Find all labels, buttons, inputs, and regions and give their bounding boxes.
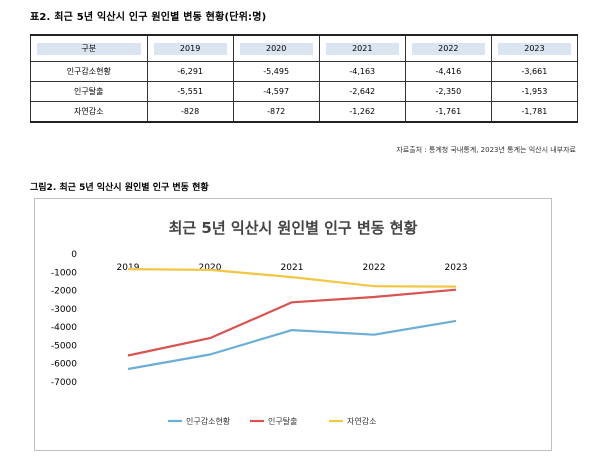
header-year-label: 2023 bbox=[497, 42, 571, 55]
x-tick-label: 2023 bbox=[445, 263, 468, 273]
table-header-year: 2023 bbox=[490, 34, 579, 62]
legend-label: 자연감소 bbox=[347, 416, 376, 426]
x-tick-label: 2022 bbox=[363, 263, 386, 273]
y-tick-label: -4000 bbox=[51, 323, 77, 333]
table-cell: -2,642 bbox=[318, 81, 406, 102]
y-tick-label: 0 bbox=[71, 250, 77, 260]
line-chart: 최근 5년 익산시 원인별 인구 변동 현황 0 -1000 -2000 -3000 -… bbox=[34, 198, 552, 451]
population-table: 구분 2019 2020 2021 2022 2023 인구감소현황 -6,29… bbox=[30, 34, 579, 123]
table-cell: -1,262 bbox=[318, 101, 406, 123]
y-tick-label: -3000 bbox=[51, 305, 77, 315]
table-row: 인구감소현황 -6,291 -5,495 -4,163 -4,416 -3,66… bbox=[30, 61, 579, 82]
header-category-label: 구분 bbox=[37, 42, 141, 55]
table-header-row: 구분 2019 2020 2021 2022 2023 bbox=[30, 34, 579, 62]
chart-title: 최근 5년 익산시 원인별 인구 변동 현황 bbox=[169, 219, 418, 237]
y-tick-label: -1000 bbox=[51, 268, 77, 278]
x-axis: 2019 2020 2021 2022 2023 bbox=[117, 263, 468, 273]
table-header-year: 2021 bbox=[318, 34, 406, 62]
row-label: 자연감소 bbox=[30, 101, 148, 123]
x-tick-label: 2020 bbox=[199, 263, 222, 273]
table-cell: -828 bbox=[146, 101, 234, 123]
series-lines bbox=[127, 268, 457, 371]
table-caption: 표2. 최근 5년 익산시 인구 원인별 변동 현황(단위:명) bbox=[30, 12, 267, 23]
chart-canvas: 최근 5년 익산시 원인별 인구 변동 현황 0 -1000 -2000 -3000 -… bbox=[51, 219, 468, 426]
y-axis: 0 -1000 -2000 -3000 -4000 -5000 -6000 -7000 bbox=[51, 250, 77, 388]
legend-label: 인구탈출 bbox=[268, 416, 297, 426]
y-tick-label: -7000 bbox=[51, 378, 77, 388]
table-cell: -3,661 bbox=[490, 61, 579, 82]
table-header-category: 구분 bbox=[30, 34, 148, 62]
series-line bbox=[127, 319, 457, 371]
table-cell: -6,291 bbox=[146, 61, 234, 82]
series-line bbox=[127, 288, 457, 357]
source-note: 자료출처 : 통계청 국내통계, 2023년 통계는 익산시 내부자료 bbox=[396, 146, 576, 154]
header-year-label: 2020 bbox=[239, 42, 313, 55]
figure-caption: 그림2. 최근 5년 익산시 원인별 인구 변동 현황 bbox=[30, 183, 209, 193]
row-label: 인구탈출 bbox=[30, 81, 148, 102]
series-line bbox=[127, 268, 457, 288]
table-cell: -2,350 bbox=[404, 81, 492, 102]
table-header-year: 2019 bbox=[146, 34, 234, 62]
table-cell: -1,761 bbox=[404, 101, 492, 123]
legend-label: 인구감소현황 bbox=[186, 416, 231, 426]
y-tick-label: -5000 bbox=[51, 341, 77, 351]
x-tick-label: 2021 bbox=[281, 263, 304, 273]
legend: 인구감소현황 인구탈출 자연감소 bbox=[168, 416, 376, 426]
table-cell: -1,781 bbox=[490, 101, 579, 123]
header-year-label: 2022 bbox=[411, 42, 485, 55]
table-cell: -872 bbox=[232, 101, 320, 123]
table-cell: -5,551 bbox=[146, 81, 234, 102]
table-cell: -4,597 bbox=[232, 81, 320, 102]
table-cell: -4,163 bbox=[318, 61, 406, 82]
x-tick-label: 2019 bbox=[117, 263, 140, 273]
header-year-label: 2019 bbox=[153, 42, 227, 55]
y-tick-label: -2000 bbox=[51, 287, 77, 297]
header-year-label: 2021 bbox=[325, 42, 399, 55]
table-cell: -5,495 bbox=[232, 61, 320, 82]
y-tick-label: -6000 bbox=[51, 360, 77, 370]
table-header-year: 2022 bbox=[404, 34, 492, 62]
table-header-year: 2020 bbox=[232, 34, 320, 62]
table-row: 자연감소 -828 -872 -1,262 -1,761 -1,781 bbox=[30, 101, 579, 123]
table-row: 인구탈출 -5,551 -4,597 -2,642 -2,350 -1,953 bbox=[30, 81, 579, 102]
table-cell: -4,416 bbox=[404, 61, 492, 82]
table-cell: -1,953 bbox=[490, 81, 579, 102]
row-label: 인구감소현황 bbox=[30, 61, 148, 82]
